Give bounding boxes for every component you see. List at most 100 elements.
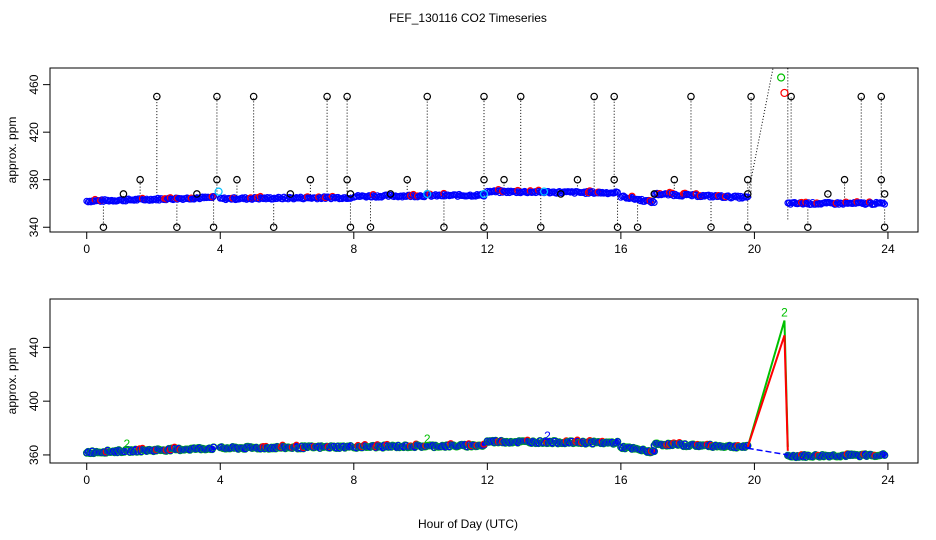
spike-point bbox=[880, 223, 889, 232]
spike-point bbox=[366, 223, 375, 232]
spike-point bbox=[747, 92, 755, 101]
bottom-panel: 0 4 8 12 16 20 24 360 400 440 approx. ppm 2 2 2 2 bbox=[5, 298, 919, 487]
plot-frame bbox=[49, 67, 919, 233]
x-tick-label: 8 bbox=[350, 242, 357, 256]
y-tick-label: 360 bbox=[27, 445, 41, 465]
spike-point bbox=[880, 190, 889, 198]
spike-point bbox=[590, 92, 598, 101]
peak-stem bbox=[747, 68, 789, 221]
spike-point bbox=[613, 223, 622, 232]
spike-point bbox=[286, 190, 295, 198]
y-tick-label: 460 bbox=[27, 74, 41, 94]
spike-line-red bbox=[746, 334, 789, 451]
spike-point bbox=[306, 175, 315, 184]
data-point-blue bbox=[744, 193, 752, 201]
plot-area: 2 2 2 2 bbox=[82, 305, 889, 462]
spike-point bbox=[269, 223, 278, 232]
spike-point bbox=[670, 175, 679, 184]
spike-point bbox=[650, 190, 659, 198]
point-label: 2 bbox=[544, 429, 551, 443]
data-point-blue bbox=[497, 187, 505, 194]
x-axis-label: Hour of Day (UTC) bbox=[418, 517, 518, 531]
chart-title: FEF_130116 CO2 Timeseries bbox=[389, 11, 547, 25]
x-tick-label: 24 bbox=[881, 473, 895, 487]
x-tick-label: 24 bbox=[881, 242, 895, 256]
spike-point bbox=[423, 92, 432, 101]
spike-point bbox=[440, 223, 448, 232]
spike-point bbox=[136, 175, 144, 184]
data-point-blue bbox=[648, 199, 655, 207]
x-tick-label: 12 bbox=[481, 473, 495, 487]
spike-point bbox=[193, 190, 201, 198]
spike-point bbox=[346, 223, 355, 232]
data-point-blue bbox=[611, 189, 619, 197]
spike-point bbox=[343, 92, 351, 101]
data-point-blue bbox=[649, 197, 657, 205]
spike-point bbox=[480, 92, 488, 101]
spike-point bbox=[743, 223, 752, 232]
spike-point bbox=[877, 92, 886, 101]
x-tick-label: 20 bbox=[748, 242, 762, 256]
data-point-cyan bbox=[214, 187, 223, 196]
top-panel: 0 4 8 12 16 20 24 340 380 420 460 approx. ppm bbox=[5, 67, 919, 256]
point-label: 2 bbox=[123, 437, 130, 451]
x-tick-label: 20 bbox=[748, 473, 762, 487]
plot-area bbox=[83, 68, 889, 232]
y-tick-label: 420 bbox=[27, 122, 41, 142]
gap-line-blue bbox=[747, 447, 788, 456]
spike-point bbox=[840, 175, 849, 184]
spike-point bbox=[119, 190, 128, 198]
spike-point bbox=[346, 190, 355, 198]
y-tick-label: 380 bbox=[27, 169, 41, 189]
spike-point bbox=[500, 175, 508, 184]
y-tick-label: 400 bbox=[27, 391, 41, 411]
point-label: 2 bbox=[424, 432, 431, 446]
data-point-blue bbox=[881, 451, 889, 459]
x-tick-label: 12 bbox=[481, 242, 495, 256]
spike-point bbox=[403, 175, 412, 184]
data-point-blue bbox=[614, 438, 621, 445]
data-point-blue bbox=[879, 199, 887, 207]
data-point-blue bbox=[479, 442, 487, 450]
spike-point bbox=[480, 175, 488, 184]
x-tick-label: 8 bbox=[350, 473, 357, 487]
spike-point bbox=[573, 175, 582, 184]
x-tick-label: 16 bbox=[614, 473, 628, 487]
data-point-cyan bbox=[479, 189, 489, 199]
spike-point bbox=[857, 92, 866, 101]
data-point-cyan bbox=[539, 187, 549, 196]
spike-point bbox=[209, 223, 218, 232]
spike-point bbox=[610, 92, 619, 101]
data-point-blue bbox=[210, 193, 217, 200]
spike-point bbox=[516, 92, 525, 101]
spike-point bbox=[556, 190, 565, 198]
peak-point-green bbox=[777, 73, 786, 82]
spike-point bbox=[743, 175, 752, 184]
data-point-blue bbox=[612, 439, 620, 447]
spike-point bbox=[877, 175, 886, 184]
spike-point bbox=[480, 223, 488, 232]
spike-point bbox=[323, 92, 331, 101]
plot-frame bbox=[49, 298, 919, 464]
spike-point bbox=[386, 190, 395, 198]
spike-point bbox=[824, 190, 832, 198]
spike-point bbox=[173, 223, 181, 232]
spike-point bbox=[249, 92, 258, 101]
y-axis-label: approx. ppm bbox=[5, 348, 19, 415]
spike-point bbox=[153, 92, 161, 101]
x-tick-label: 0 bbox=[83, 242, 90, 256]
data-point-cyan bbox=[423, 189, 432, 199]
spike-point bbox=[213, 175, 221, 184]
data-point-blue bbox=[879, 450, 887, 458]
spike-point bbox=[743, 190, 752, 198]
spike-point bbox=[610, 175, 619, 184]
data-point-blue bbox=[472, 192, 480, 200]
x-tick-label: 4 bbox=[217, 242, 224, 256]
spike-point bbox=[787, 92, 795, 101]
peak-point-red bbox=[780, 88, 789, 98]
spike-point bbox=[213, 92, 221, 101]
spike-point bbox=[707, 223, 715, 232]
data-point-blue bbox=[650, 199, 658, 206]
